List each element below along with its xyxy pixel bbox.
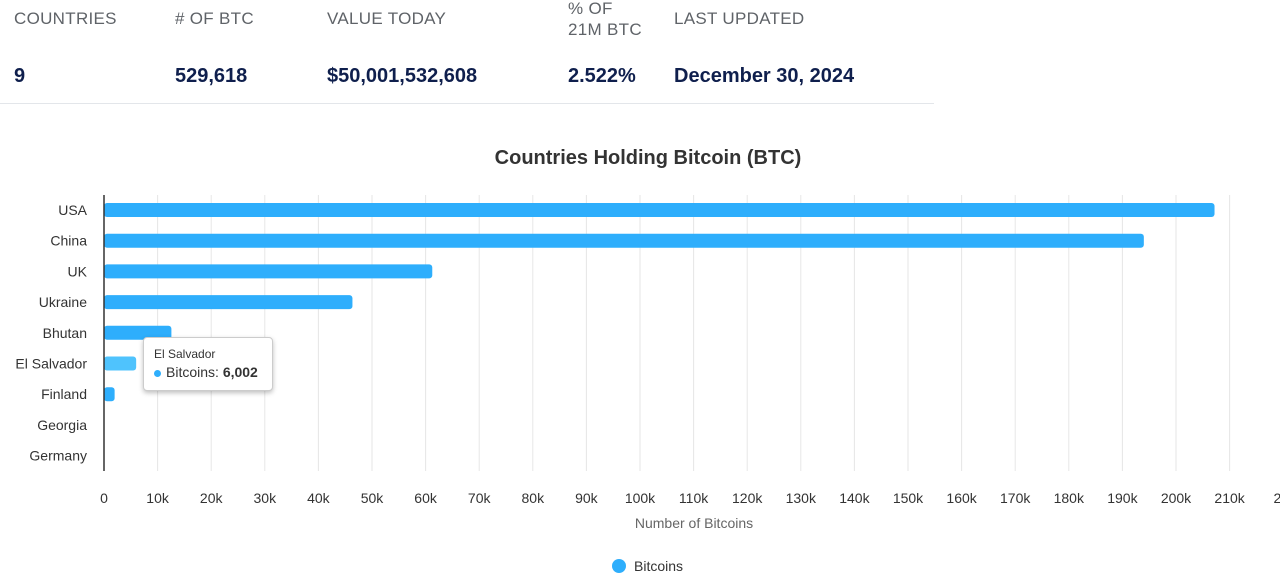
x-tick-label: 190k — [1107, 490, 1138, 506]
x-tick-label: 90k — [575, 490, 599, 506]
x-tick-label: 170k — [1000, 490, 1031, 506]
x-tick-label: 80k — [522, 490, 546, 506]
x-tick-label: 70k — [468, 490, 492, 506]
x-tick-label: 130k — [786, 490, 817, 506]
x-tick-label: 200k — [1161, 490, 1192, 506]
y-tick-label: El Salvador — [15, 356, 87, 372]
x-tick-label: 100k — [625, 490, 656, 506]
bar-finland[interactable] — [104, 387, 115, 402]
tooltip-marker — [154, 369, 161, 377]
value-btc-count: 529,618 — [175, 65, 248, 87]
legend-marker — [612, 559, 626, 573]
header-value-today: VALUE TODAY — [327, 9, 447, 28]
x-tick-label: 120k — [732, 490, 763, 506]
x-tick-label: 160k — [946, 490, 977, 506]
legend-label: Bitcoins — [634, 558, 683, 574]
bar-uk[interactable] — [104, 264, 433, 279]
legend-item-bitcoins[interactable]: Bitcoins — [612, 558, 683, 574]
tooltip-value-row: Bitcoins: 6,002 — [154, 364, 258, 380]
bar-bhutan[interactable] — [104, 325, 172, 340]
x-tick-label: 180k — [1054, 490, 1085, 506]
x-tick-label: 140k — [839, 490, 870, 506]
header-last-updated: LAST UPDATED — [674, 9, 805, 28]
chart-title: Countries Holding Bitcoin (BTC) — [495, 147, 802, 169]
header-percent-supply: % OF 21M BTC — [568, 0, 642, 39]
y-tick-label: Finland — [41, 386, 87, 402]
y-tick-label: Ukraine — [39, 294, 87, 310]
x-tick-label: 150k — [893, 490, 924, 506]
y-tick-label: USA — [58, 202, 87, 218]
x-tick-label: 10k — [146, 490, 170, 506]
value-countries: 9 — [14, 65, 26, 87]
stats-summary: COUNTRIES # OF BTC VALUE TODAY % OF 21M … — [0, 0, 934, 104]
value-percent-supply: 2.522% — [568, 65, 636, 87]
x-tick-label: 40k — [307, 490, 331, 506]
x-tick-label: 110k — [679, 490, 709, 506]
x-tick-label: 20k — [200, 490, 224, 506]
x-tick-label: 2... — [1273, 490, 1280, 506]
x-tick-label: 210k — [1214, 490, 1245, 506]
bar-usa[interactable] — [104, 203, 1215, 217]
x-tick-label: 30k — [254, 490, 278, 506]
y-tick-label: Bhutan — [43, 325, 87, 341]
bar-china[interactable] — [104, 233, 1144, 248]
x-axis-title: Number of Bitcoins — [635, 515, 753, 531]
bar-ukraine[interactable] — [104, 295, 353, 310]
value-today: $50,001,532,608 — [327, 65, 478, 87]
x-tick-label: 60k — [414, 490, 438, 506]
bar-el-salvador[interactable] — [104, 356, 137, 371]
tooltip: El Salvador Bitcoins: 6,002 — [143, 337, 273, 391]
tooltip-category: El Salvador — [154, 347, 216, 361]
header-countries: COUNTRIES — [14, 9, 117, 28]
y-tick-label: UK — [68, 263, 88, 279]
value-last-updated: December 30, 2024 — [674, 65, 855, 87]
x-tick-label: 50k — [361, 490, 385, 506]
x-tick-label: 0 — [100, 490, 108, 506]
y-tick-label: Germany — [29, 448, 87, 464]
y-tick-label: China — [50, 233, 87, 249]
tooltip-value: 6,002 — [222, 364, 258, 380]
header-btc-count: # OF BTC — [175, 9, 254, 28]
y-tick-label: Georgia — [37, 417, 87, 433]
tooltip-label: Bitcoins: — [166, 364, 223, 380]
